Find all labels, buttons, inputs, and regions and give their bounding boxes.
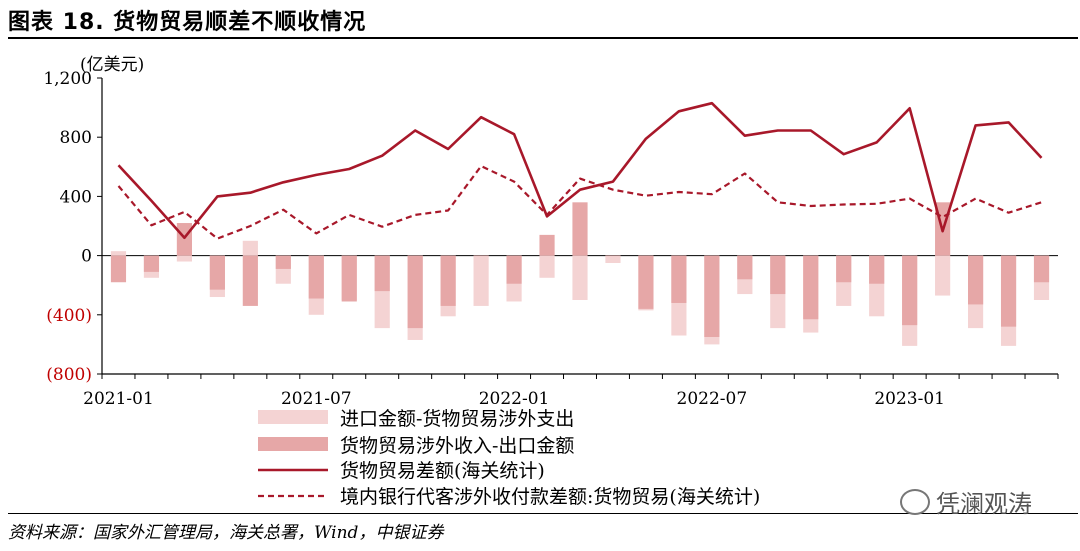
export-bar	[506, 255, 522, 284]
export-bar	[902, 255, 918, 326]
y-tick-label: 0	[81, 247, 92, 267]
title-divider	[8, 37, 1078, 39]
export-bar	[1033, 255, 1050, 283]
y-tick-label: 1,200	[43, 69, 92, 89]
bank-settlement-line	[117, 165, 1042, 240]
import-bar	[242, 240, 258, 256]
export-bar	[638, 255, 654, 309]
export-bar	[176, 223, 192, 256]
export-bar	[473, 255, 489, 257]
y-tick-label: (800)	[46, 365, 92, 385]
export-bar	[770, 255, 786, 295]
export-bar	[671, 255, 687, 303]
export-bar	[869, 255, 885, 284]
x-tick-label: 2022-01	[479, 389, 550, 409]
watermark: 凭澜观涛	[900, 484, 1032, 519]
source-note: 资料来源：国家外汇管理局，海关总署，Wind，中银证券	[8, 523, 444, 543]
export-bar	[242, 255, 258, 306]
bars	[110, 202, 1050, 346]
export-bar	[209, 255, 225, 290]
export-bar	[143, 255, 160, 272]
legend-label: 进口金额-货物贸易涉外支出	[340, 408, 574, 430]
y-tick-label: (400)	[46, 306, 92, 326]
import-bar	[605, 255, 621, 263]
export-bar	[968, 255, 984, 305]
export-bar	[374, 255, 390, 292]
export-bar	[572, 202, 588, 256]
legend-swatch-imports	[258, 410, 328, 424]
export-bar	[110, 255, 127, 283]
import-bar	[110, 251, 127, 256]
import-bar	[473, 255, 489, 306]
watermark-text: 凭澜观涛	[936, 490, 1032, 518]
legend-label: 货物贸易差额(海关统计)	[340, 460, 545, 482]
lines	[117, 101, 1043, 240]
y-axis: 1,200 800 400 0 (400) (800)	[43, 69, 103, 385]
import-bar	[572, 255, 588, 300]
import-bar	[539, 255, 555, 278]
import-bar	[935, 255, 951, 296]
export-bar	[440, 255, 456, 306]
x-tick-label: 2022-07	[677, 389, 748, 409]
legend-label: 境内银行代客涉外收付款差额:货物贸易(海关统计)	[340, 486, 760, 508]
x-tick-label: 2021-07	[281, 389, 352, 409]
export-bar	[605, 255, 621, 257]
export-bar	[275, 255, 291, 269]
export-bar	[341, 255, 357, 302]
export-bar	[704, 255, 720, 337]
wechat-icon	[900, 488, 930, 515]
chart: (亿美元) 1,200 800 400 0 (400) (800) 2021-01 2021…	[43, 55, 1059, 508]
export-bar	[803, 255, 819, 320]
export-bar	[308, 255, 324, 299]
y-tick-label: 400	[60, 187, 92, 207]
export-bar	[836, 255, 852, 283]
trade-balance-line	[117, 101, 1043, 240]
y-unit-label: (亿美元)	[80, 55, 144, 75]
export-bar	[407, 255, 423, 329]
export-bar	[737, 255, 753, 280]
export-bar	[539, 234, 555, 256]
export-bar	[1000, 255, 1017, 327]
source-divider	[8, 513, 1078, 514]
figure-title: 图表 18. 货物贸易顺差不顺收情况	[8, 10, 367, 35]
x-tick-label: 2023-01	[874, 389, 945, 409]
legend-label: 货物贸易涉外收入-出口金额	[340, 435, 574, 457]
legend-swatch-exports	[258, 437, 328, 451]
x-tick-label: 2021-01	[83, 389, 154, 409]
import-bar	[176, 255, 192, 262]
y-tick-label: 800	[60, 128, 92, 148]
